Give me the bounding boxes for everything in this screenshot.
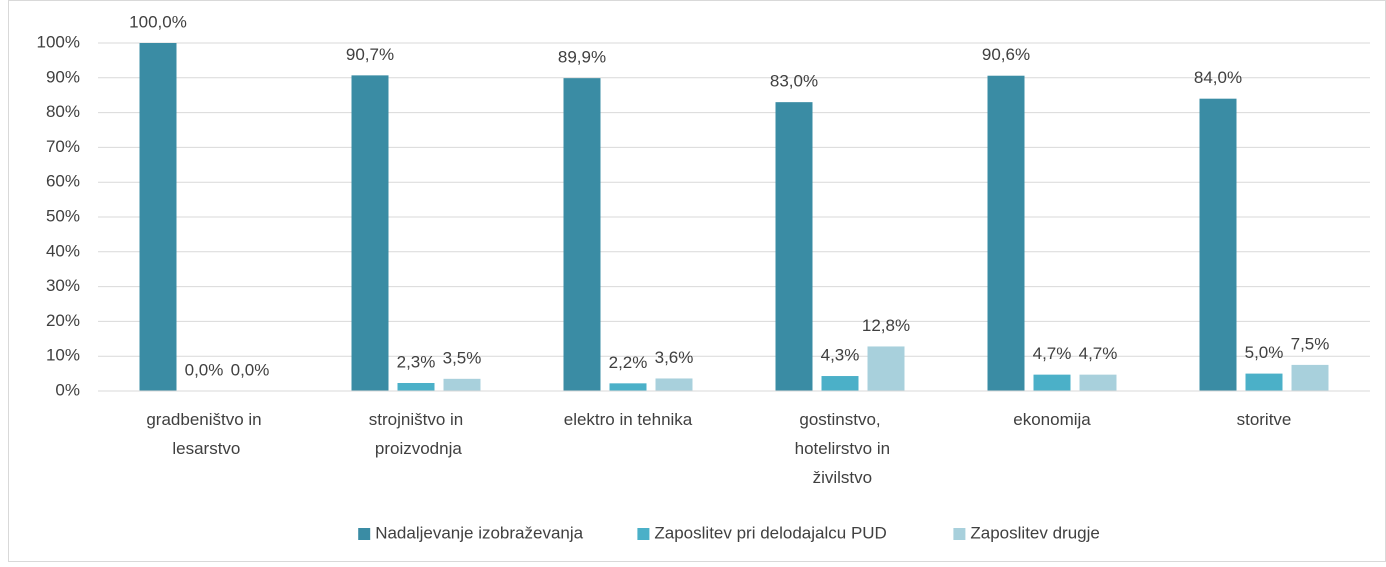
legend-swatch [358, 528, 371, 540]
y-tick-label: 70% [46, 137, 80, 156]
bar [655, 378, 693, 391]
data-label: 4,7% [1079, 344, 1118, 363]
x-tick-label: storitve [1237, 410, 1292, 429]
bar [1079, 374, 1117, 391]
x-tick-label: gostinstvo, hotelirstvo in živilstvo [790, 410, 890, 487]
x-tick-label: ekonomija [1013, 410, 1091, 429]
data-label: 83,0% [770, 72, 818, 91]
bar [867, 346, 905, 391]
x-tick-label: strojništvo in proizvodnja [369, 410, 463, 458]
bar [563, 78, 601, 391]
y-tick-label: 60% [46, 172, 80, 191]
y-tick-label: 40% [46, 241, 80, 260]
y-tick-label: 0% [55, 380, 80, 399]
chart-border [8, 0, 1386, 562]
x-tick-label: elektro in tehnika [564, 410, 693, 429]
bar [1245, 373, 1283, 391]
data-label: 0,0% [185, 360, 224, 379]
bar [139, 43, 177, 391]
data-label: 5,0% [1245, 343, 1284, 362]
y-tick-label: 90% [46, 67, 80, 86]
y-tick-label: 50% [46, 206, 80, 225]
data-label: 90,7% [346, 45, 394, 64]
bar [987, 75, 1025, 391]
data-label: 100,0% [129, 12, 187, 31]
data-label: 7,5% [1291, 334, 1330, 353]
legend-label: Zaposlitev pri delodajalcu PUD [654, 523, 886, 542]
legend-label: Nadaljevanje izobraževanja [375, 523, 583, 542]
data-label: 0,0% [231, 360, 270, 379]
bar [1199, 98, 1237, 392]
data-label: 89,9% [558, 48, 606, 67]
bar [609, 383, 647, 391]
bar [821, 376, 859, 391]
y-tick-label: 30% [46, 276, 80, 295]
data-label: 2,3% [397, 352, 436, 371]
data-label: 84,0% [1194, 68, 1242, 87]
bar [443, 378, 481, 391]
y-tick-label: 20% [46, 311, 80, 330]
y-tick-label: 80% [46, 102, 80, 121]
x-tick-label: gradbeništvo in lesarstvo [146, 410, 261, 458]
data-label: 4,7% [1033, 344, 1072, 363]
data-label: 3,6% [655, 348, 694, 367]
bar [1033, 374, 1071, 391]
bar [1291, 364, 1329, 391]
data-label: 3,5% [443, 348, 482, 367]
data-label: 90,6% [982, 45, 1030, 64]
y-tick-label: 10% [46, 346, 80, 365]
data-label: 12,8% [862, 316, 910, 335]
legend-label: Zaposlitev drugje [970, 523, 1099, 542]
bar [775, 102, 813, 391]
data-label: 4,3% [821, 346, 860, 365]
data-label: 2,2% [609, 353, 648, 372]
bar [351, 75, 389, 391]
bar [397, 382, 435, 391]
legend-swatch [953, 528, 966, 540]
y-tick-label: 100% [37, 32, 80, 51]
legend-swatch [637, 528, 650, 540]
